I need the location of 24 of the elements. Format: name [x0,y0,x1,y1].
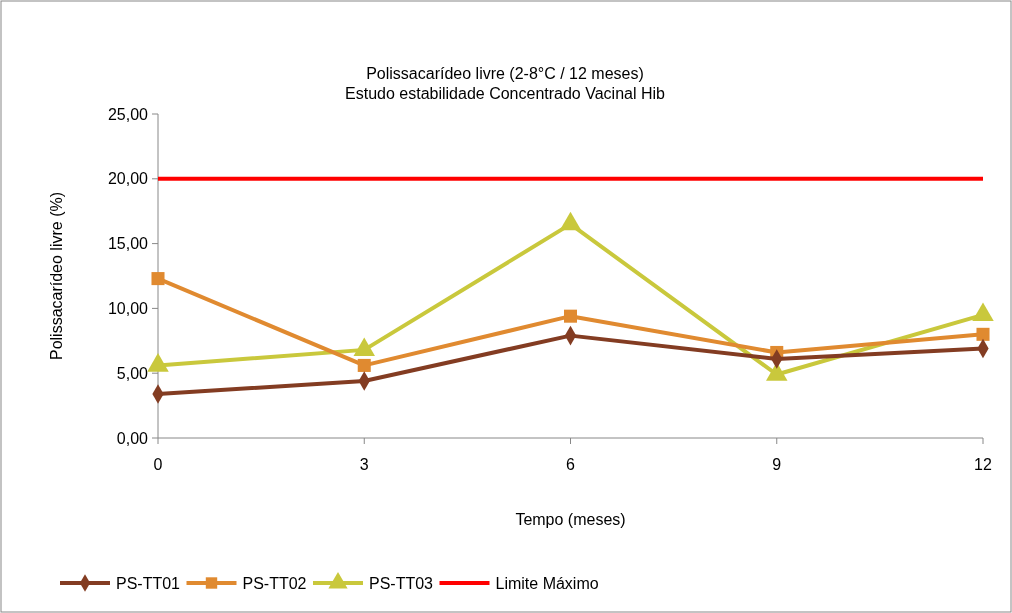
y-tick-label: 10,00 [107,300,149,317]
y-tick-label: 15,00 [107,235,149,253]
point [563,309,578,323]
legend-label: Limite Máximo [495,574,599,592]
y-tick-label: 5,00 [116,364,149,382]
point [151,272,165,286]
point [976,327,990,341]
x-axis-title: Tempo (meses) [515,511,626,528]
y-tick-label: 25,00 [107,105,149,123]
x-tick-label: 6 [566,456,576,473]
x-tick-label: 12 [974,456,992,473]
y-tick-label: 0,00 [116,429,149,447]
legend-label: PS-TT03 [369,574,434,592]
point [357,358,371,372]
legend-label: PS-TT01 [116,574,181,592]
x-tick-label: 0 [153,456,163,473]
x-tick-label: 3 [359,456,369,473]
y-tick-label: 20,00 [107,170,149,188]
chart-title: Polissacarídeo livre (2-8°C / 12 meses) [366,65,644,82]
x-tick-label: 9 [772,456,782,473]
point [559,211,582,231]
y-axis-title: Polissacarídeo livre (%) [48,191,65,361]
chart-subtitle: Estudo estabilidade Concentrado Vacinal Hib [345,85,666,102]
legend-label: PS-TT02 [242,574,307,592]
